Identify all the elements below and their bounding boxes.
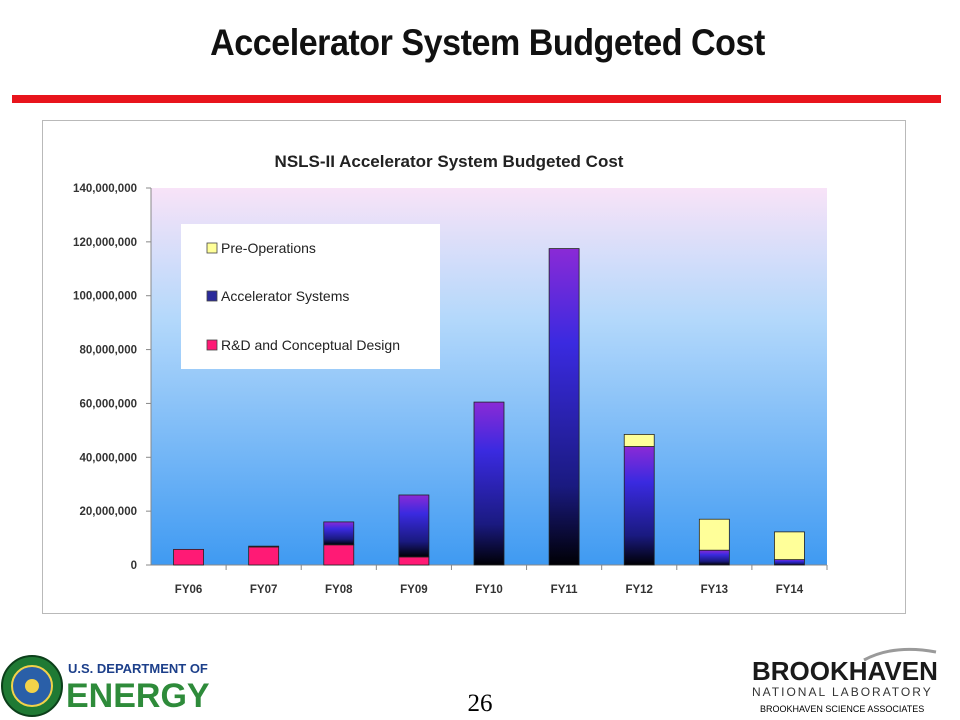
bar-segment-accelerator-systems [473, 401, 505, 566]
bar-segment-pre-operations [698, 518, 730, 551]
bar-segment-accelerator-systems [548, 248, 580, 566]
bar-segment-rd-conceptual [398, 556, 430, 566]
brookhaven-swoosh-icon [863, 647, 937, 662]
bnl-line-1: BROOKHAVEN [752, 656, 938, 686]
bar-segment-accelerator-systems [774, 559, 805, 566]
slide-title: Accelerator System Budgeted Cost [210, 22, 765, 63]
bnl-line-2: NATIONAL LABORATORY [752, 685, 933, 699]
y-tick-label: 40,000,000 [79, 452, 137, 464]
bnl-line-3: BROOKHAVEN SCIENCE ASSOCIATES [760, 704, 924, 714]
x-tick-label: FY07 [250, 584, 278, 596]
bar-segment-rd-conceptual [248, 546, 280, 566]
legend-swatch-pre-operations [206, 242, 218, 254]
x-tick-label: FY13 [701, 584, 729, 596]
y-axis: 0 20,000,000 40,000,000 60,000,000 80,000,00… [73, 183, 152, 572]
bar-segment-rd-conceptual [323, 544, 355, 566]
doe-logo: U.S. DEPARTMENT OF ENERGY [1, 655, 210, 717]
legend-swatch-rd-conceptual [206, 339, 218, 351]
bar-series-group [173, 248, 805, 566]
x-tick-label: FY10 [475, 584, 503, 596]
y-tick-label: 60,000,000 [79, 398, 137, 410]
bar-segment-pre-operations [774, 531, 805, 561]
x-tick-label: FY14 [776, 584, 804, 596]
brookhaven-logo: BROOKHAVEN NATIONAL LABORATORY BROOKHAVE… [752, 647, 938, 714]
x-tick-label: FY12 [625, 584, 653, 596]
x-axis: FY06 FY07 FY08 FY09 FY10 FY11 FY12 FY13 FY14 [151, 564, 828, 596]
y-tick-label: 0 [131, 560, 137, 572]
bar-segment-accelerator-systems [698, 549, 730, 566]
legend-label-accelerator-systems: Accelerator Systems [221, 288, 349, 304]
bar-segment-rd-conceptual [173, 548, 204, 566]
bar-segment-accelerator-systems [248, 545, 280, 548]
y-tick-label: 100,000,000 [73, 291, 137, 303]
y-tick-label: 140,000,000 [73, 183, 137, 195]
y-tick-label: 120,000,000 [73, 237, 137, 249]
legend-box [181, 224, 440, 369]
x-tick-label: FY08 [325, 584, 353, 596]
bar-segment-accelerator-systems [623, 446, 655, 566]
chart-frame: NSLS-II Accelerator System Budgeted Cost… [42, 120, 906, 614]
title-underline-rule [12, 95, 941, 103]
x-tick-label: FY09 [400, 584, 428, 596]
y-tick-label: 20,000,000 [79, 506, 137, 518]
doe-line-1: U.S. DEPARTMENT OF [68, 661, 208, 676]
bar-segment-accelerator-systems [398, 494, 430, 558]
chart-title: NSLS-II Accelerator System Budgeted Cost [275, 152, 624, 171]
y-tick-label: 80,000,000 [79, 345, 137, 357]
doe-line-2: ENERGY [66, 677, 210, 715]
legend-swatch-accelerator-systems [206, 290, 218, 302]
page-number: 26 [467, 690, 493, 717]
bar-segment-pre-operations [623, 433, 655, 447]
x-tick-label: FY06 [175, 584, 203, 596]
bar-segment-accelerator-systems [323, 521, 355, 546]
x-tick-label: FY11 [551, 584, 578, 596]
legend: Pre-Operations Accelerator Systems R&D a… [181, 224, 440, 369]
budget-chart: NSLS-II Accelerator System Budgeted Cost… [73, 152, 828, 596]
legend-label-rd-conceptual: R&D and Conceptual Design [221, 337, 400, 353]
legend-label-pre-operations: Pre-Operations [221, 240, 316, 256]
